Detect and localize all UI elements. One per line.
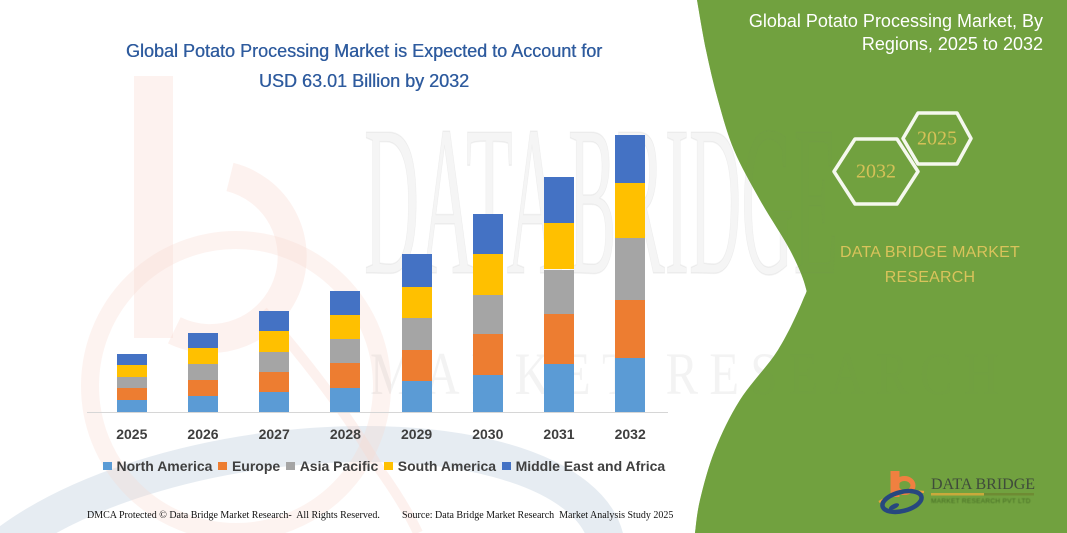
- svg-text:DATA: DATA: [364, 81, 562, 320]
- svg-text:MARKET RESEARCH PVT LTD: MARKET RESEARCH PVT LTD: [931, 498, 1031, 505]
- svg-text:DATA BRIDGE: DATA BRIDGE: [931, 476, 1035, 493]
- svg-text:2025: 2025: [917, 128, 957, 150]
- svg-text:2032: 2032: [856, 161, 896, 183]
